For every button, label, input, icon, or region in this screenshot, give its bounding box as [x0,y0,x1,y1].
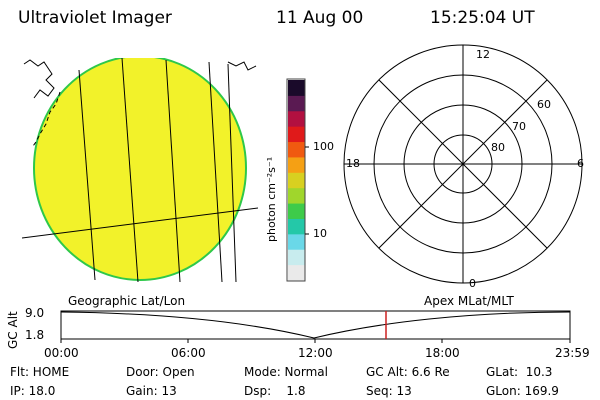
colorbar-band [288,233,305,250]
flight-status: Flt: HOME [10,365,70,379]
colorbar-band [288,264,305,281]
colorbar-band [288,203,305,219]
coastline [227,61,257,71]
time-label: 15:25:04 UT [430,8,535,28]
time-tick-label: 23:59 [555,346,590,360]
mlt-label-0: 0 [469,277,476,290]
polar-diagonal [378,79,548,249]
colorbar [286,78,309,282]
time-tick-label: 18:00 [425,346,460,360]
colorbar-band [288,95,305,112]
instrument-title: Ultraviolet Imager [18,8,172,28]
time-tick-label: 06:00 [171,346,206,360]
timeline-frame [60,310,571,340]
seq-status: Seq: 13 [366,384,412,398]
globe-disk [33,58,247,281]
coastline [23,59,55,99]
apex-coords-title: Apex MLat/MLT [424,294,514,308]
parallel-line [22,207,258,239]
mlt-label-12: 12 [476,48,490,61]
polar-plot [343,44,583,284]
meridian-line [165,59,181,282]
timeline-axis-label: GC Alt [6,311,20,349]
lat-label-80: 80 [491,141,505,154]
altitude-timeline [60,310,571,343]
dsp-status: Dsp: 1.8 [244,384,306,398]
colorbar-band [288,187,305,204]
meridian-line [208,61,223,282]
colorbar-tick-100: 100 [313,140,334,153]
date-label: 11 Aug 00 [276,8,364,28]
mlt-label-18: 18 [346,157,360,170]
colorbar-band [288,126,305,143]
altitude-curve [60,311,571,339]
time-tick-label: 00:00 [44,346,79,360]
colorbar-tick-10: 10 [313,227,327,240]
glon-status: GLon: 169.9 [486,384,559,398]
colorbar-frame [286,78,306,282]
mlt-label-6: 6 [577,157,584,170]
colorbar-band [288,80,305,96]
coastline [32,91,61,147]
meridian-line [121,58,139,282]
gain-status: Gain: 13 [126,384,177,398]
gc-alt-status: GC Alt: 6.6 Re [366,365,450,379]
lat-label-60: 60 [537,98,551,111]
meridian-line [78,69,96,281]
colorbar-band [288,156,305,173]
mode-status: Mode: Normal [244,365,328,379]
colorbar-band [288,172,305,189]
colorbar-band [288,110,305,127]
meridian-line [227,63,237,282]
colorbar-band [288,218,305,235]
ip-status: IP: 18.0 [10,384,56,398]
lat-label-70: 70 [512,120,526,133]
geographic-coords-title: Geographic Lat/Lon [68,294,186,308]
timeline-ymin: 1.8 [25,328,45,342]
timeline-ymax: 9.0 [25,306,45,320]
earth-image [22,58,258,282]
colorbar-band [288,249,305,266]
time-tick-label: 12:00 [298,346,333,360]
colorbar-unit-label: photon cm⁻²s⁻¹ [265,156,278,242]
colorbar-band [288,141,305,158]
glat-status: GLat: 10.3 [486,365,553,379]
door-status: Door: Open [126,365,195,379]
